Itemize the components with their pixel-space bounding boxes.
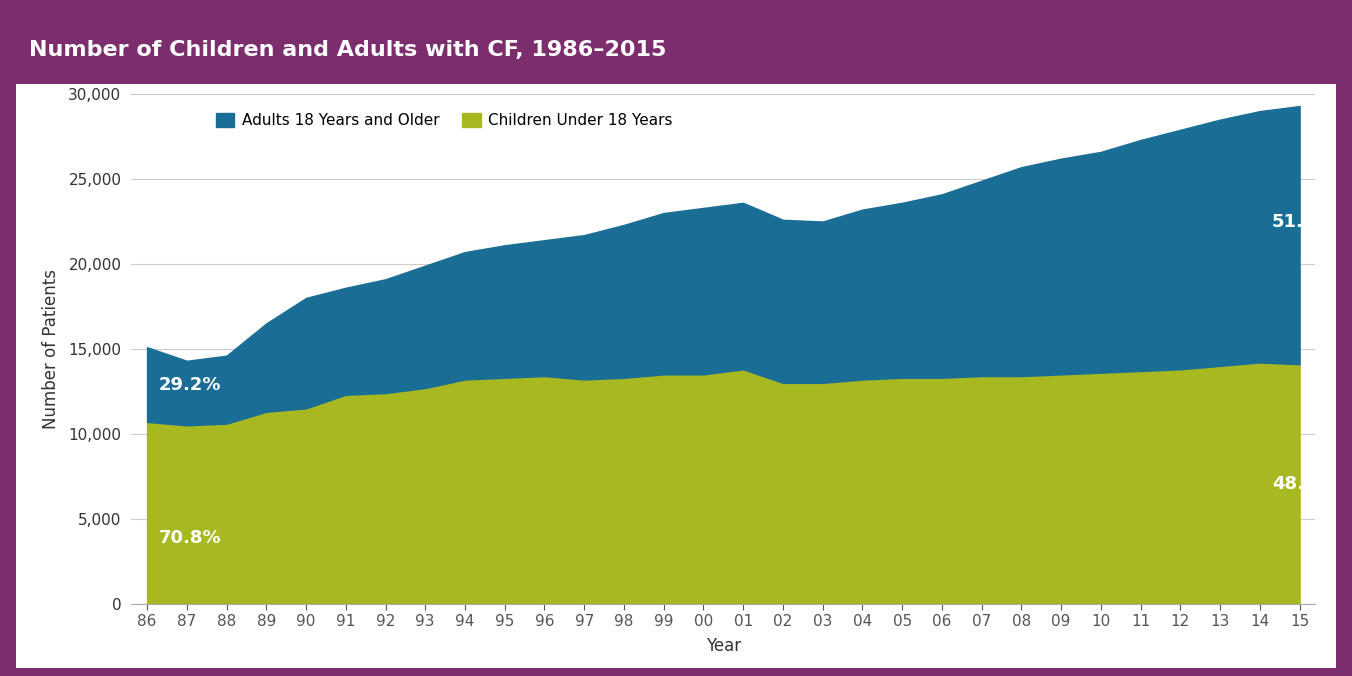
Text: Number of Children and Adults with CF, 1986–2015: Number of Children and Adults with CF, 1… xyxy=(30,40,667,60)
Legend: Adults 18 Years and Older, Children Under 18 Years: Adults 18 Years and Older, Children Unde… xyxy=(210,107,679,134)
Y-axis label: Number of Patients: Number of Patients xyxy=(42,269,59,429)
Text: 51.6%: 51.6% xyxy=(1272,212,1334,231)
Text: 70.8%: 70.8% xyxy=(160,529,222,548)
X-axis label: Year: Year xyxy=(706,637,741,656)
Text: 29.2%: 29.2% xyxy=(160,376,222,393)
Text: 48.4%: 48.4% xyxy=(1272,475,1334,493)
